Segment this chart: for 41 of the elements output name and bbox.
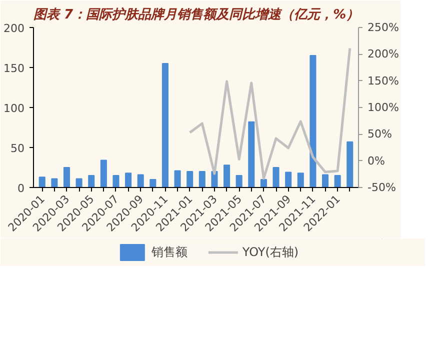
bar — [310, 55, 316, 188]
bar — [334, 175, 341, 188]
y2-tick-label: 100% — [368, 101, 399, 114]
bar — [322, 174, 329, 188]
legend-label: YOY(右轴) — [242, 244, 299, 260]
line-series — [188, 47, 352, 180]
bar — [112, 175, 120, 188]
bar — [125, 172, 132, 188]
chart-title: 图表 7：国际护肤品牌月销售额及同比增速（亿元，%） — [34, 6, 360, 22]
bar — [224, 164, 230, 188]
bar — [236, 175, 242, 188]
bar — [174, 170, 181, 188]
bar — [248, 121, 255, 188]
bar — [297, 172, 304, 188]
y-tick-label: 100 — [4, 102, 25, 115]
y2-tick-label: 50% — [368, 128, 392, 141]
y2-tick-label: 0% — [368, 154, 385, 168]
y2-tick-label: -50% — [368, 181, 396, 194]
bar — [272, 167, 280, 188]
bar — [137, 174, 144, 188]
bar — [285, 172, 292, 188]
bar — [38, 176, 46, 188]
y2-tick-label: 200% — [368, 48, 399, 61]
bar — [100, 160, 107, 188]
y2-tick-label: 150% — [368, 74, 399, 88]
y-tick-label: 150 — [4, 62, 25, 75]
legend-label: 销售额 — [151, 244, 188, 260]
y-tick-label: 50 — [10, 142, 25, 155]
bar — [51, 178, 58, 188]
bar — [346, 141, 354, 188]
bar — [186, 171, 194, 188]
bar — [88, 175, 95, 188]
bar — [260, 179, 267, 188]
bar — [162, 63, 168, 188]
y2-tick-label: 250% — [368, 21, 399, 34]
bar — [198, 171, 206, 188]
y-tick-label: 0 — [18, 182, 24, 195]
bar — [150, 179, 156, 188]
bar — [76, 178, 82, 188]
bar — [63, 167, 70, 188]
y-tick-label: 200 — [4, 22, 25, 35]
